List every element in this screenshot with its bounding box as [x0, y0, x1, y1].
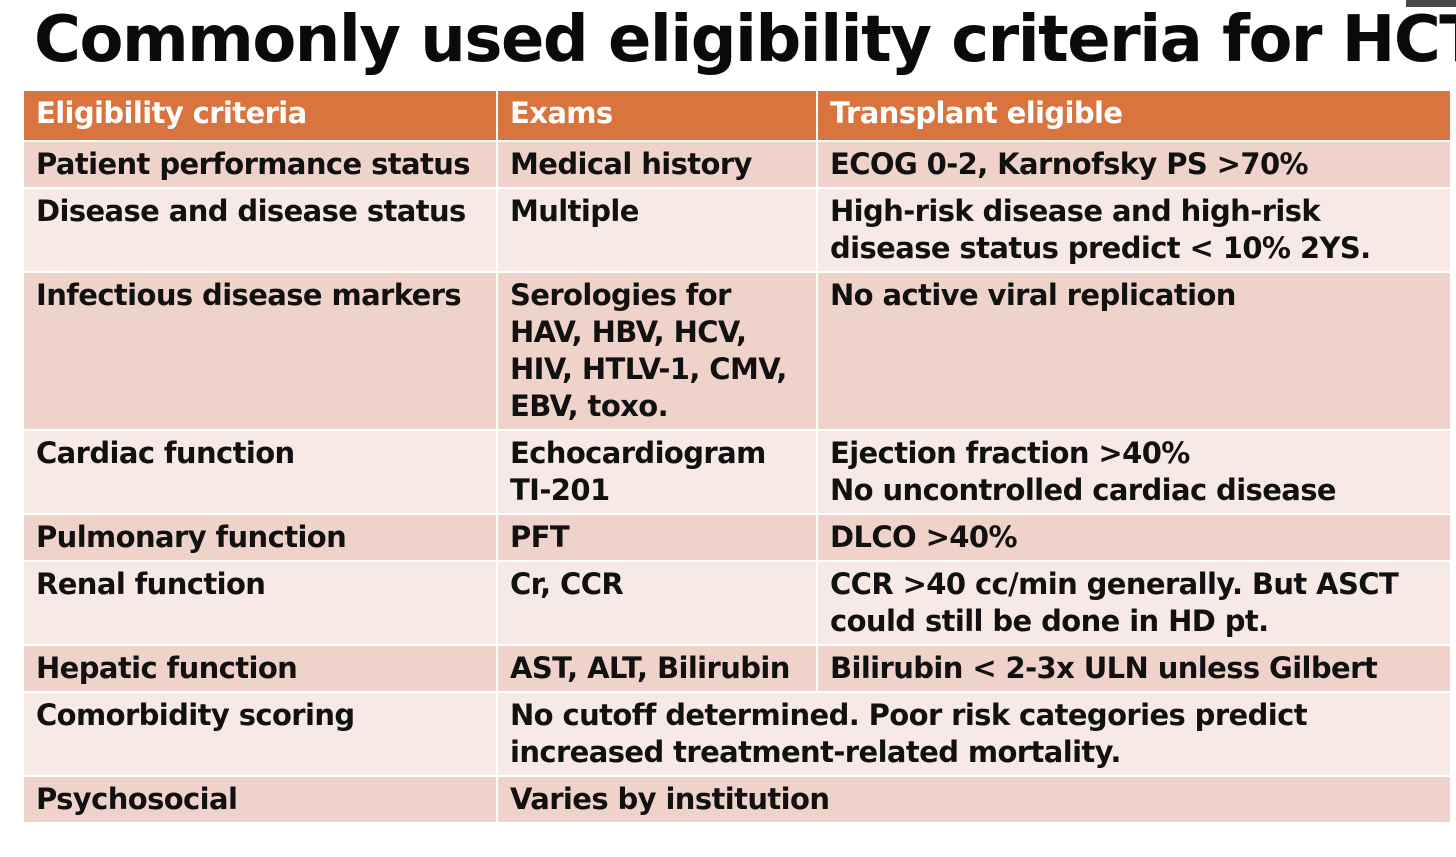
eligible-line: ECOG 0-2, Karnofsky PS >70%: [830, 147, 1309, 181]
criterion-cell: Hepatic function: [22, 644, 498, 693]
exam-line: TI-201: [510, 473, 610, 507]
corner-window-mark: [1406, 0, 1456, 7]
criterion-cell: Infectious disease markers: [22, 271, 498, 431]
table-row: Infectious disease markers Serologies fo…: [22, 271, 1452, 431]
eligible-line: CCR >40 cc/min generally. But ASCT: [830, 567, 1399, 601]
exam-line: EBV, toxo.: [510, 389, 669, 423]
exam-cell: Cr, CCR: [496, 560, 818, 646]
table-row: Psychosocial Varies by institution: [22, 775, 1452, 824]
exam-line: Medical history: [510, 147, 752, 181]
table-row: Patient performance status Medical histo…: [22, 140, 1452, 189]
eligible-line: DLCO >40%: [830, 520, 1018, 554]
eligible-cell: DLCO >40%: [816, 513, 1452, 562]
header-exams: Exams: [496, 89, 818, 142]
exam-cell: Echocardiogram TI-201: [496, 429, 818, 515]
exam-line: Cr, CCR: [510, 567, 624, 601]
slide-title: Commonly used eligibility criteria for H…: [34, 3, 1456, 77]
exam-line: Serologies for: [510, 278, 731, 312]
eligible-cell: No active viral replication: [816, 271, 1452, 431]
table-row: Comorbidity scoring No cutoff determined…: [22, 691, 1452, 777]
eligible-line: disease status predict < 10% 2YS.: [830, 231, 1371, 265]
table-header-row: Eligibility criteria Exams Transplant el…: [22, 89, 1452, 142]
exam-cell: AST, ALT, Bilirubin: [496, 644, 818, 693]
exam-line: Echocardiogram: [510, 436, 766, 470]
exam-cell: Multiple: [496, 187, 818, 273]
merged-cell: No cutoff determined. Poor risk categori…: [496, 691, 1452, 777]
eligible-cell: CCR >40 cc/min generally. But ASCT could…: [816, 560, 1452, 646]
criterion-cell: Pulmonary function: [22, 513, 498, 562]
exam-line: AST, ALT, Bilirubin: [510, 651, 790, 685]
exam-line: Multiple: [510, 194, 639, 228]
eligible-cell: Ejection fraction >40% No uncontrolled c…: [816, 429, 1452, 515]
header-transplant-eligible: Transplant eligible: [816, 89, 1452, 142]
criterion-cell: Comorbidity scoring: [22, 691, 498, 777]
table-row: Cardiac function Echocardiogram TI-201 E…: [22, 429, 1452, 515]
eligible-line: Bilirubin < 2-3x ULN unless Gilbert: [830, 651, 1378, 685]
exam-cell: PFT: [496, 513, 818, 562]
exam-line: HAV, HBV, HCV,: [510, 315, 747, 349]
header-eligibility-criteria: Eligibility criteria: [22, 89, 498, 142]
eligible-line: No active viral replication: [830, 278, 1236, 312]
eligible-line: Ejection fraction >40%: [830, 436, 1190, 470]
exam-line: PFT: [510, 520, 570, 554]
exam-cell: Medical history: [496, 140, 818, 189]
eligible-line: could still be done in HD pt.: [830, 604, 1269, 638]
exam-cell: Serologies for HAV, HBV, HCV, HIV, HTLV-…: [496, 271, 818, 431]
criterion-cell: Cardiac function: [22, 429, 498, 515]
criterion-cell: Renal function: [22, 560, 498, 646]
criterion-cell: Psychosocial: [22, 775, 498, 824]
eligible-cell: ECOG 0-2, Karnofsky PS >70%: [816, 140, 1452, 189]
merged-line: No cutoff determined. Poor risk categori…: [510, 698, 1308, 732]
eligible-cell: High-risk disease and high-risk disease …: [816, 187, 1452, 273]
table-row: Pulmonary function PFT DLCO >40%: [22, 513, 1452, 562]
exam-line: HIV, HTLV-1, CMV,: [510, 352, 787, 386]
criterion-cell: Disease and disease status: [22, 187, 498, 273]
table-row: Renal function Cr, CCR CCR >40 cc/min ge…: [22, 560, 1452, 646]
eligible-line: No uncontrolled cardiac disease: [830, 473, 1337, 507]
table-row: Disease and disease status Multiple High…: [22, 187, 1452, 273]
criterion-cell: Patient performance status: [22, 140, 498, 189]
eligibility-table: Eligibility criteria Exams Transplant el…: [22, 89, 1452, 824]
merged-line: increased treatment-related mortality.: [510, 735, 1121, 769]
merged-cell: Varies by institution: [496, 775, 1452, 824]
merged-line: Varies by institution: [510, 782, 830, 816]
eligible-cell: Bilirubin < 2-3x ULN unless Gilbert: [816, 644, 1452, 693]
eligible-line: High-risk disease and high-risk: [830, 194, 1321, 228]
table-row: Hepatic function AST, ALT, Bilirubin Bil…: [22, 644, 1452, 693]
